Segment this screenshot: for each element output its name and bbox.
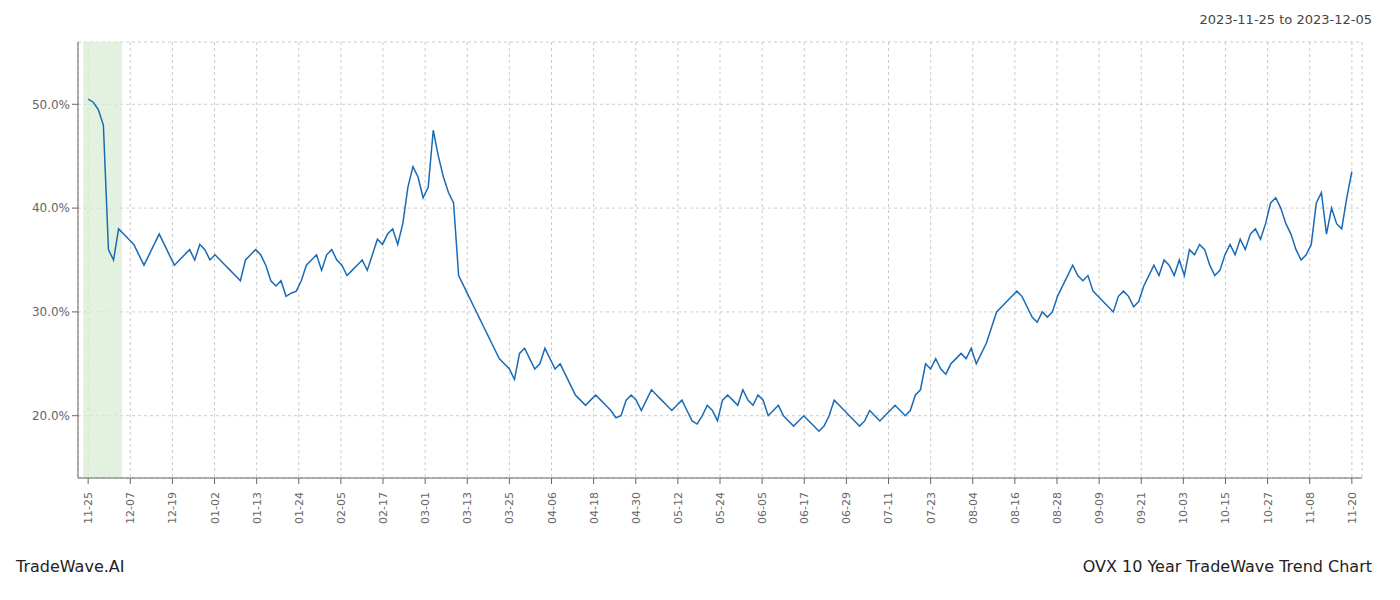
svg-text:04-30: 04-30 (630, 492, 643, 524)
svg-text:03-25: 03-25 (503, 492, 516, 524)
svg-text:02-05: 02-05 (335, 492, 348, 524)
svg-text:04-06: 04-06 (546, 492, 559, 524)
svg-text:11-25: 11-25 (82, 492, 95, 524)
svg-text:01-02: 01-02 (209, 492, 222, 524)
svg-text:10-15: 10-15 (1219, 492, 1232, 524)
svg-text:10-03: 10-03 (1177, 492, 1190, 524)
svg-text:07-11: 07-11 (882, 492, 895, 524)
html-text:OVX 10 Year TradeWave Trend Ch: OVX 10 Year TradeWave Trend Chart (1082, 556, 1372, 576)
html-text:TradeWave.AI: TradeWave.AI (16, 556, 125, 576)
html-text:2023-11-25 to 2023-12-05: 2023-11-25 to 2023-12-05 (1199, 12, 1372, 27)
svg-text:10-27: 10-27 (1262, 492, 1275, 524)
svg-text:05-12: 05-12 (672, 492, 685, 524)
svg-text:02-17: 02-17 (377, 492, 390, 524)
svg-text:09-09: 09-09 (1093, 492, 1106, 524)
svg-text:08-16: 08-16 (1009, 492, 1022, 524)
svg-text:50.0%: 50.0% (32, 98, 70, 112)
svg-text:01-24: 01-24 (293, 492, 306, 524)
svg-text:01-13: 01-13 (251, 492, 264, 524)
svg-text:03-13: 03-13 (461, 492, 474, 524)
svg-text:20.0%: 20.0% (32, 409, 70, 423)
svg-text:07-23: 07-23 (925, 492, 938, 524)
svg-text:03-01: 03-01 (419, 492, 432, 524)
svg-text:09-21: 09-21 (1135, 492, 1148, 524)
svg-text:08-28: 08-28 (1051, 492, 1064, 524)
svg-text:06-05: 06-05 (756, 492, 769, 524)
svg-text:08-04: 08-04 (967, 492, 980, 524)
svg-text:04-18: 04-18 (588, 492, 601, 524)
svg-text:06-29: 06-29 (840, 492, 853, 524)
svg-text:11-08: 11-08 (1304, 492, 1317, 524)
svg-text:12-19: 12-19 (166, 492, 179, 524)
svg-text:05-24: 05-24 (714, 492, 727, 524)
svg-text:40.0%: 40.0% (32, 201, 70, 215)
svg-text:06-17: 06-17 (798, 492, 811, 524)
svg-text:11-20: 11-20 (1346, 492, 1359, 524)
svg-text:12-07: 12-07 (124, 492, 137, 524)
svg-text:30.0%: 30.0% (32, 305, 70, 319)
